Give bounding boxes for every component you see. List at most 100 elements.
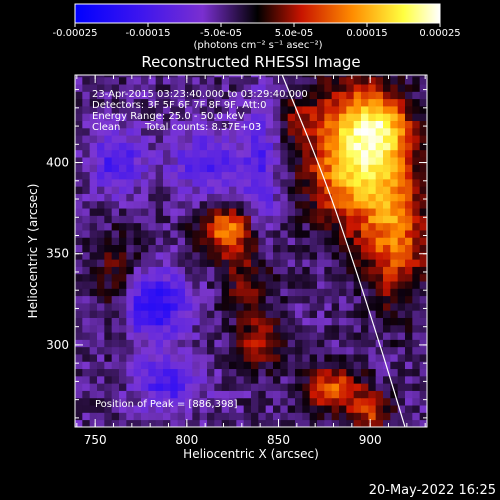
heatmap-cell: [89, 259, 98, 267]
heatmap-cell: [346, 186, 355, 194]
heatmap-cell: [199, 397, 208, 406]
heatmap-cell: [295, 215, 303, 224]
heatmap-cell: [97, 302, 105, 311]
heatmap-cell: [192, 390, 201, 399]
heatmap-cell: [170, 288, 179, 297]
heatmap-cell: [119, 164, 127, 173]
heatmap-cell: [368, 91, 377, 100]
heatmap-cell: [141, 244, 149, 253]
heatmap-cell: [104, 84, 113, 92]
heatmap-cell: [258, 186, 267, 194]
heatmap-cell: [243, 149, 252, 158]
heatmap-cell: [177, 383, 186, 391]
heatmap-cell: [82, 84, 91, 92]
heatmap-cell: [185, 361, 193, 370]
heatmap-cell: [163, 164, 171, 173]
heatmap-cell: [97, 230, 105, 238]
heatmap-cell: [185, 251, 193, 260]
heatmap-cell: [295, 200, 303, 209]
heatmap-cell: [185, 98, 193, 107]
heatmap-cell: [419, 273, 427, 282]
heatmap-cell: [163, 412, 171, 421]
heatmap-cell: [405, 208, 413, 216]
heatmap-cell: [412, 84, 421, 92]
heatmap-cell: [331, 127, 340, 136]
heatmap-cell: [170, 75, 179, 78]
annotation-energy-range: Energy Range: 25.0 - 50.0 keV: [92, 111, 245, 122]
heatmap-cell: [397, 135, 406, 143]
heatmap-cell: [375, 361, 384, 370]
heatmap-cell: [97, 186, 105, 194]
heatmap-cell: [302, 230, 311, 238]
heatmap-cell: [353, 244, 362, 253]
heatmap-cell: [133, 142, 142, 151]
heatmap-cell: [331, 259, 340, 267]
heatmap-cell: [353, 237, 362, 246]
heatmap-cell: [419, 346, 427, 355]
heatmap-cell: [265, 354, 274, 362]
heatmap-cell: [383, 288, 391, 297]
heatmap-cell: [185, 91, 193, 100]
heatmap-cell: [258, 76, 267, 85]
heatmap-cell: [119, 142, 127, 151]
heatmap-cell: [251, 113, 259, 121]
heatmap-cell: [368, 215, 377, 224]
heatmap-cell: [258, 237, 267, 246]
heatmap-cell: [419, 412, 427, 421]
heatmap-cell: [265, 120, 274, 129]
heatmap-cell: [368, 113, 377, 121]
heatmap-cell: [192, 208, 201, 216]
heatmap-cell: [155, 405, 164, 413]
heatmap-cell: [89, 186, 98, 194]
heatmap-cell: [368, 84, 377, 92]
heatmap-cell: [251, 332, 259, 340]
heatmap-cell: [126, 76, 135, 85]
heatmap-cell: [295, 157, 303, 165]
heatmap-cell: [133, 383, 142, 391]
heatmap-cell: [361, 332, 369, 340]
heatmap-cell: [339, 332, 347, 340]
heatmap-cell: [317, 273, 325, 282]
heatmap-cell: [148, 98, 157, 107]
heatmap-cell: [287, 222, 296, 231]
heatmap-cell: [111, 75, 120, 78]
heatmap-cell: [229, 251, 237, 260]
heatmap-cell: [397, 237, 406, 246]
heatmap-cell: [390, 230, 399, 238]
heatmap-cell: [383, 281, 391, 289]
heatmap-cell: [199, 266, 208, 275]
heatmap-cell: [368, 244, 377, 253]
heatmap-cell: [82, 397, 91, 406]
heatmap-cell: [273, 390, 281, 399]
heatmap-cell: [353, 361, 362, 370]
heatmap-cell: [331, 244, 340, 253]
heatmap-cell: [331, 375, 340, 384]
heatmap-cell: [111, 149, 120, 158]
heatmap-cell: [273, 230, 281, 238]
heatmap-cell: [214, 266, 223, 275]
heatmap-cell: [287, 208, 296, 216]
heatmap-cell: [229, 368, 237, 377]
heatmap-cell: [243, 84, 252, 92]
heatmap-cell: [375, 237, 384, 246]
heatmap-cell: [119, 310, 127, 318]
x-tick-label: 900: [359, 433, 382, 447]
heatmap-cell: [375, 244, 384, 253]
heatmap-cell: [141, 310, 149, 318]
heatmap-cell: [214, 215, 223, 224]
heatmap-cell: [295, 127, 303, 136]
heatmap-cell: [405, 113, 413, 121]
heatmap-cell: [251, 178, 259, 187]
heatmap-cell: [141, 75, 149, 78]
heatmap-cell: [97, 281, 105, 289]
heatmap-cell: [397, 405, 406, 413]
heatmap-cell: [192, 368, 201, 377]
heatmap-cell: [331, 76, 340, 85]
heatmap-cell: [126, 354, 135, 362]
heatmap-cell: [309, 324, 318, 333]
heatmap-cell: [236, 259, 245, 267]
heatmap-cell: [295, 281, 303, 289]
heatmap-cell: [251, 273, 259, 282]
heatmap-cell: [346, 302, 355, 311]
heatmap-cell: [331, 412, 340, 421]
